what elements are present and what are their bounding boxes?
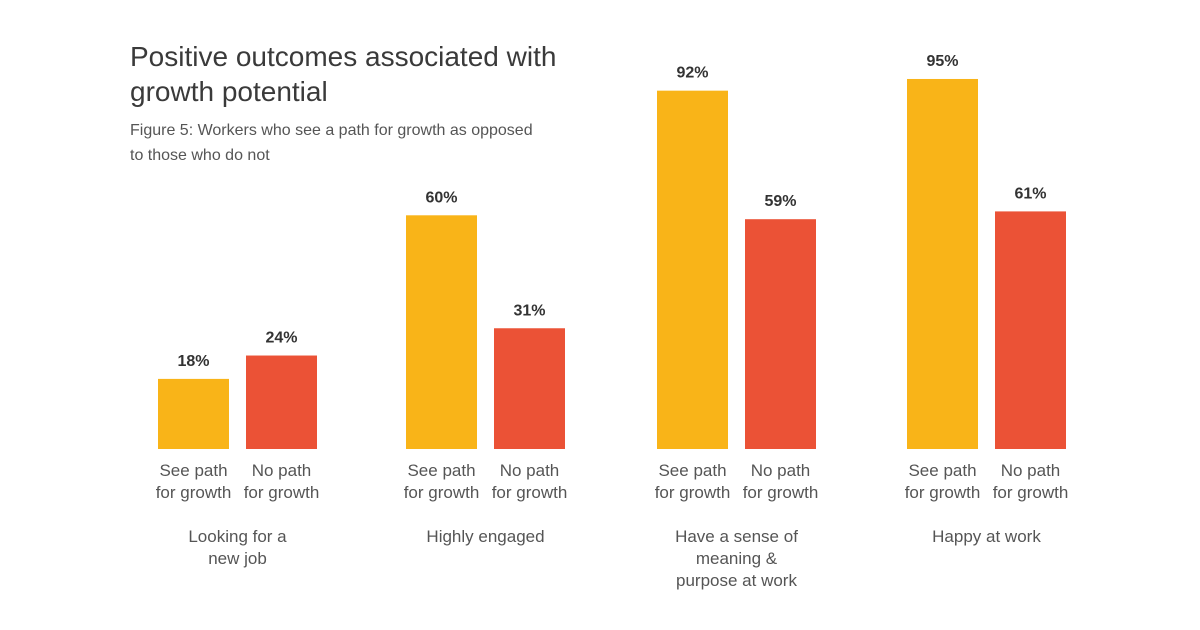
bar-no-path — [745, 219, 816, 449]
bar-label: No path — [252, 461, 312, 480]
bar-label: See path — [658, 461, 726, 480]
bar-no-path — [995, 211, 1066, 449]
bar-see-path — [907, 78, 978, 449]
chart-title-line-2: growth potential — [130, 76, 328, 107]
category-label: Have a sense of — [675, 527, 798, 546]
bar-label: See path — [908, 461, 976, 480]
bar-label: See path — [159, 461, 227, 480]
bar-label: for growth — [905, 483, 981, 502]
bar-see-path — [158, 378, 229, 449]
chart-subtitle-line-2: to those who do not — [130, 147, 270, 164]
bar-no-path — [494, 328, 565, 449]
chart-title-line-1: Positive outcomes associated with — [130, 41, 556, 72]
category-label: Looking for a — [188, 527, 287, 546]
category-label: Happy at work — [932, 527, 1041, 546]
data-label: 24% — [265, 330, 297, 347]
bar-label: for growth — [244, 483, 320, 502]
category-label: new job — [208, 549, 267, 568]
bar-label: for growth — [993, 483, 1069, 502]
bar-label: for growth — [492, 483, 568, 502]
category-label: Highly engaged — [426, 527, 544, 546]
data-label: 61% — [1014, 185, 1046, 202]
bar-see-path — [657, 90, 728, 449]
bar-label: See path — [407, 461, 475, 480]
bar-label: for growth — [655, 483, 731, 502]
data-label: 92% — [676, 65, 708, 82]
category-label: purpose at work — [676, 571, 797, 590]
bar-label: for growth — [743, 483, 819, 502]
bar-label: for growth — [404, 483, 480, 502]
data-label: 31% — [513, 302, 545, 319]
bar-label: No path — [1001, 461, 1061, 480]
data-label: 59% — [764, 193, 796, 210]
bar-label: No path — [751, 461, 811, 480]
data-label: 95% — [926, 53, 958, 70]
chart-subtitle-line-1: Figure 5: Workers who see a path for gro… — [130, 122, 533, 139]
bar-no-path — [246, 355, 317, 449]
bar-see-path — [406, 215, 477, 449]
bar-label: for growth — [156, 483, 232, 502]
category-label: meaning & — [696, 549, 778, 568]
data-label: 60% — [425, 189, 457, 206]
data-label: 18% — [177, 353, 209, 370]
bar-label: No path — [500, 461, 560, 480]
